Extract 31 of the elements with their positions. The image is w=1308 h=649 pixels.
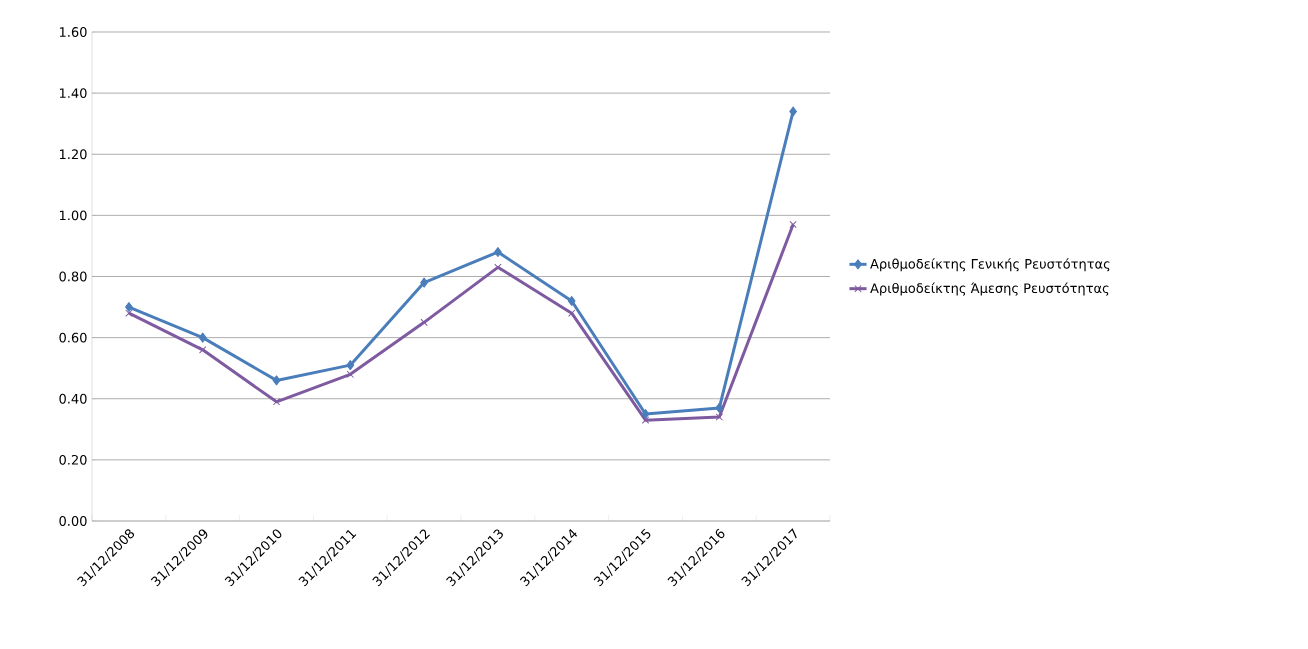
- point: [789, 106, 797, 117]
- y-tick-label: 1.40: [59, 88, 87, 99]
- point: [494, 263, 502, 272]
- point: [198, 332, 207, 343]
- point: [494, 247, 502, 258]
- point: [346, 360, 355, 371]
- y-tick-label: 0.40: [59, 393, 87, 404]
- point: [199, 346, 207, 354]
- point: [715, 402, 724, 413]
- point: [715, 413, 723, 421]
- point: [272, 398, 281, 406]
- legend-label: Αριθμοδείκτης Άμεσης Ρευστότητας: [870, 282, 1109, 296]
- point: [420, 318, 428, 327]
- y-tick-label: 0.00: [59, 516, 87, 526]
- point: [567, 295, 576, 306]
- point: [641, 416, 650, 424]
- point: [125, 309, 133, 317]
- point: [125, 302, 133, 313]
- y-tick-label: 0.60: [59, 332, 87, 343]
- point: [346, 370, 354, 378]
- point: [641, 409, 650, 420]
- y-tick-label: 0.80: [59, 271, 87, 282]
- y-tick-label: 1.60: [59, 27, 87, 37]
- point: [272, 375, 281, 386]
- y-tick-label: 1.00: [59, 210, 87, 221]
- point: [420, 277, 428, 288]
- point: [789, 220, 797, 229]
- legend-label: Αριθμοδείκτης Γενικής Ρευστότητας: [870, 258, 1110, 272]
- y-tick-label: 0.20: [59, 454, 87, 465]
- y-tick-label: 1.20: [59, 149, 87, 160]
- point: [568, 309, 576, 317]
